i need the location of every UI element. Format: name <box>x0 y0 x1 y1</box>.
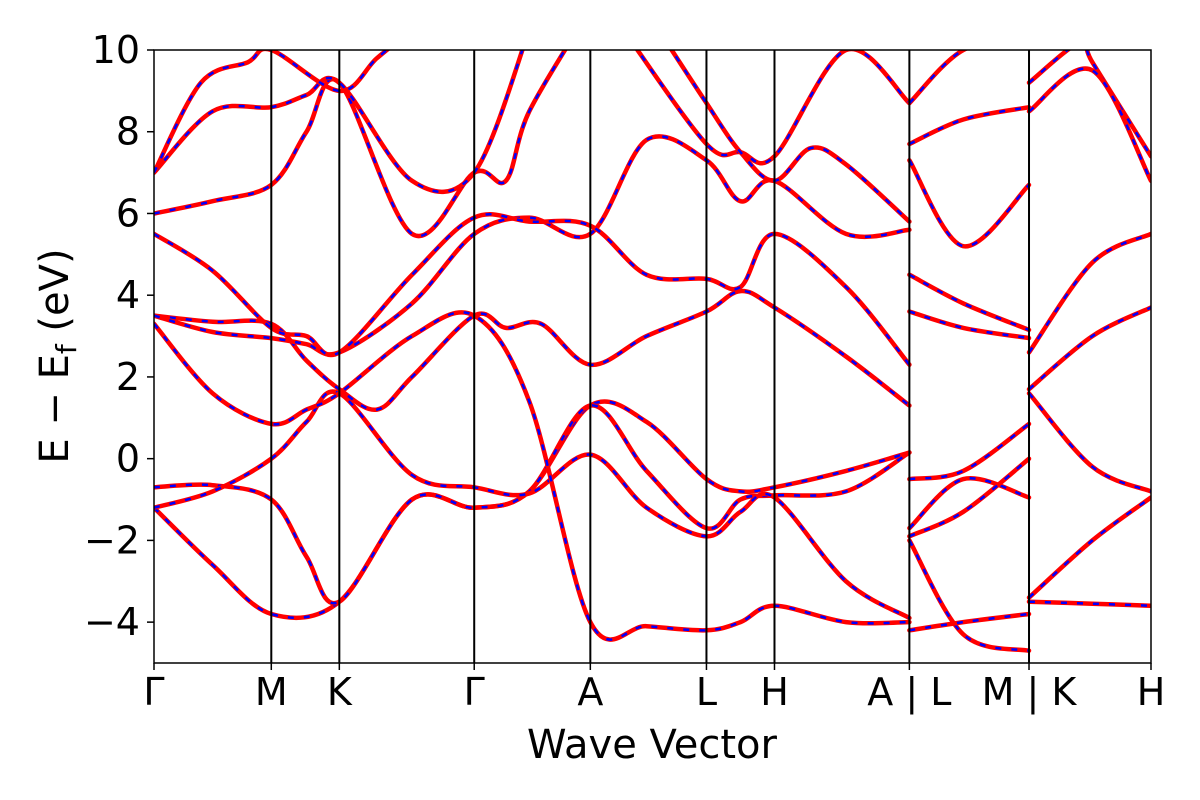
band-line-dashed-16 <box>908 273 1030 332</box>
band-lines <box>154 50 1151 653</box>
band-line-21 <box>907 538 1032 653</box>
band-line-29 <box>1026 599 1151 609</box>
x-tick-label-6: L <box>696 670 717 714</box>
band-line-19 <box>907 476 1032 531</box>
x-tick-label-7: H <box>760 670 789 714</box>
y-axis-title: E − Ef (eV) <box>32 248 83 463</box>
band-line-11 <box>634 50 912 166</box>
band-line-1 <box>154 399 912 621</box>
band-line-dashed-25 <box>1027 232 1151 354</box>
band-line-dashed-21 <box>908 539 1030 652</box>
band-line-26 <box>1026 305 1151 392</box>
band-line-4 <box>154 310 912 642</box>
plot-frame <box>153 49 1152 664</box>
band-line-dashed-14 <box>908 105 1030 146</box>
kpoint-divider-lines <box>270 50 1031 663</box>
band-line-9 <box>154 50 525 195</box>
band-line-dashed-9 <box>154 50 524 194</box>
x-tick-label-10: H <box>1137 670 1166 714</box>
band-line-dashed-23 <box>1028 50 1151 157</box>
band-line-14 <box>907 104 1032 147</box>
x-tick-label-2: M <box>255 670 288 714</box>
y-tick-label-7: 8 <box>116 110 140 154</box>
band-line-5 <box>154 288 912 412</box>
band-line-dashed-4 <box>154 311 910 641</box>
band-line-dashed-10 <box>154 50 389 174</box>
y-tick-label-6: 6 <box>116 191 140 235</box>
x-tick-label-3: K <box>327 670 353 714</box>
band-line-dashed-2 <box>154 404 911 605</box>
band-line-dashed-28 <box>1028 496 1151 599</box>
y-tick-label-8: 10 <box>92 28 140 72</box>
y-tick-label-5: 4 <box>116 273 140 317</box>
band-line-18 <box>907 421 1032 482</box>
band-line-dashed-1 <box>154 400 910 620</box>
x-tick-label-4: Γ <box>464 670 485 714</box>
band-line-dashed-27 <box>1028 392 1151 493</box>
band-line-10 <box>154 50 391 175</box>
band-line-dashed-5 <box>154 289 911 411</box>
y-tick-label-1: −4 <box>84 600 140 644</box>
band-line-2 <box>154 403 912 606</box>
band-line-dashed-8 <box>154 50 567 238</box>
y-axis-title-unit: (eV) <box>32 248 78 344</box>
x-axis-title: Wave Vector <box>527 722 778 768</box>
x-tick-label-1: Γ <box>143 670 164 714</box>
band-line-25 <box>1026 231 1151 355</box>
band-line-17 <box>907 309 1032 341</box>
y-tick-label-2: −2 <box>84 518 140 562</box>
band-line-22 <box>907 611 1032 633</box>
y-axis-title-main: E − E <box>32 354 78 464</box>
band-line-dashed-26 <box>1028 306 1151 391</box>
y-tick-label-3: 0 <box>116 437 140 481</box>
y-tick-label-4: 2 <box>116 355 140 399</box>
x-tick-label-8: A | L <box>867 670 951 715</box>
band-line-27 <box>1026 391 1151 494</box>
x-tick-label-5: A <box>577 670 603 714</box>
band-line-28 <box>1026 495 1151 600</box>
band-line-dashed-13 <box>908 50 967 104</box>
band-line-20 <box>907 456 1032 539</box>
x-tick-label-9: M | K <box>982 670 1078 715</box>
band-line-13 <box>907 50 969 106</box>
band-line-dashed-18 <box>909 422 1030 481</box>
band-line-24 <box>1026 66 1151 184</box>
band-line-dashed-7 <box>154 213 911 366</box>
band-line-3 <box>154 389 912 621</box>
y-axis-title-subscript: f <box>50 343 83 354</box>
y-axis-ticks: −4 −2 0 2 4 6 8 10 <box>84 28 154 644</box>
band-line-dashed-3 <box>154 390 911 620</box>
band-line-7 <box>154 212 912 367</box>
band-line-15 <box>907 158 1032 249</box>
band-line-dashed-6 <box>154 135 910 356</box>
band-line-dashed-19 <box>908 477 1030 530</box>
